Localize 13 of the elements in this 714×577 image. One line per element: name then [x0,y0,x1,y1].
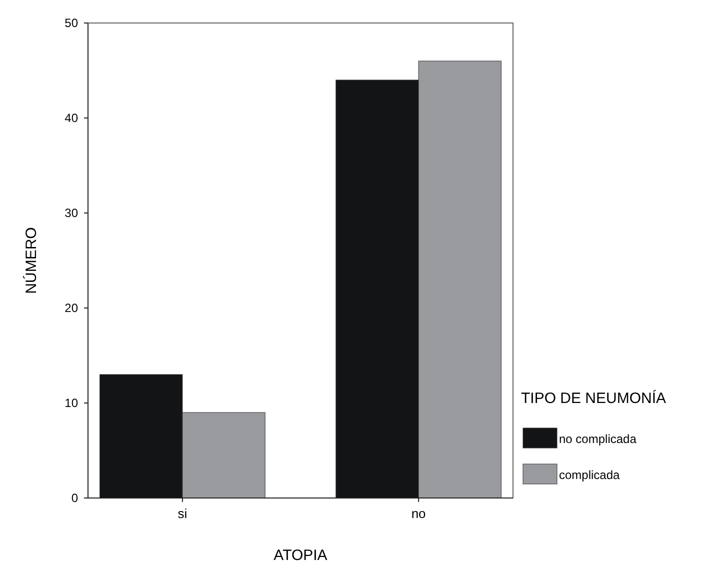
x-tick-label: si [178,506,188,521]
y-tick-label: 50 [64,16,78,30]
y-tick-label: 40 [64,111,78,126]
x-axis-title: ATOPIA [274,547,328,564]
x-tick-label: no [411,506,426,521]
y-tick-label: 10 [64,396,78,410]
y-tick-label: 20 [64,301,78,316]
legend-label: no complicada [559,432,637,446]
legend-title: TIPO DE NEUMONÍA [521,389,666,407]
y-axis-title: NÚMERO [22,227,40,294]
y-tick-label: 0 [71,491,78,506]
y-tick-label: 30 [64,206,78,220]
legend-label: complicada [559,468,620,482]
